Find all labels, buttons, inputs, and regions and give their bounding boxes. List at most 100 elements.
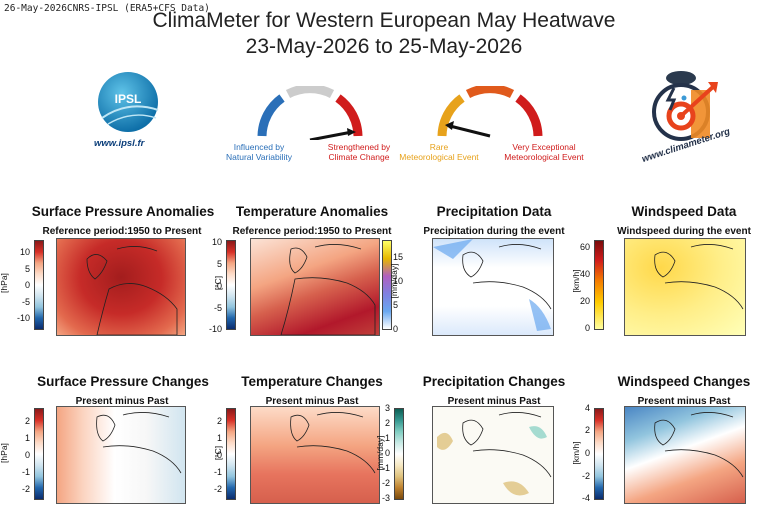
gauge-left-low-label-2: Natural Variability (226, 152, 292, 162)
colorbar-unit: [hPa] (0, 273, 9, 293)
gauge-right-low-label-1: Rare (429, 142, 449, 152)
colorbar (594, 240, 604, 330)
coastline-lines (433, 239, 552, 331)
colorbar (34, 408, 44, 500)
colorbar-tick: -3 (381, 493, 390, 503)
colorbar (226, 240, 236, 330)
colorbar-tick: -10 (16, 313, 30, 323)
colorbar-tick: 5 (24, 264, 30, 274)
surface-pressure-anomaly-map (56, 238, 186, 336)
colorbar-tick: 0 (24, 280, 30, 290)
colorbar-tick: 2 (584, 425, 590, 435)
climameter-gauge-icon (652, 71, 718, 141)
gauge-left-low-label-1: Influenced by (233, 142, 285, 152)
panel-subtitle: Reference period:1950 to Present (42, 226, 202, 237)
colorbar-tick: -2 (581, 471, 590, 481)
colorbar (226, 408, 236, 500)
colorbar-unit: [mm/day] (389, 263, 399, 299)
gauge-right-high-label-2: Meteorological Event (504, 152, 584, 162)
gauge-right-high-label-1: Very Exceptional (512, 142, 576, 152)
colorbar (394, 408, 404, 500)
data-source-stamp: 26-May-2026CNRS-IPSL (ERA5+CFS Data) (4, 3, 210, 14)
panel-subtitle: Precipitation during the event (423, 226, 565, 237)
colorbar-tick: 5 (393, 300, 399, 310)
colorbar-tick: -2 (213, 484, 222, 494)
colorbar-tick: 2 (24, 416, 30, 426)
climate-change-gauge-arcs (257, 84, 363, 142)
natural-variability-label: Influenced by Natural Variability (214, 142, 304, 162)
panel-title: Temperature Anomalies (235, 204, 389, 219)
panel-title: Surface Pressure Anomalies (31, 204, 215, 219)
panel-subtitle: Present minus Past (265, 396, 359, 407)
rare-event-label: Rare Meteorological Event (394, 142, 484, 162)
colorbar-tick: -10 (208, 324, 222, 334)
coastline-lines (280, 244, 376, 335)
colorbar-tick: 0 (216, 450, 222, 460)
panel-subtitle: Windspeed during the event (617, 226, 751, 237)
colorbar-tick: -4 (581, 493, 590, 503)
colorbar-tick: 0 (24, 450, 30, 460)
coastline-lines (290, 412, 376, 474)
colorbar-unit: [km/h] (571, 269, 581, 293)
colorbar-tick: 2 (384, 418, 390, 428)
panel-subtitle: Present minus Past (75, 396, 169, 407)
surface-pressure-change-map (56, 406, 186, 504)
ipsl-globe-icon (98, 72, 159, 132)
coastline-lines (96, 412, 182, 474)
ipsl-logo-text: IPSL (114, 92, 142, 106)
colorbar (382, 240, 392, 330)
colorbar-tick: -1 (213, 467, 222, 477)
coastline-lines (654, 244, 744, 310)
panel-title: Surface Pressure Changes (37, 374, 209, 389)
colorbar-tick: -2 (21, 484, 30, 494)
climate-change-gauge (252, 84, 368, 142)
colorbar-tick: 15 (393, 252, 404, 262)
gauge-left-high-label-1: Strengthened by (327, 142, 391, 152)
colorbar-tick: -1 (21, 467, 30, 477)
colorbar-tick: 10 (393, 276, 404, 286)
event-rarity-gauge-arcs (437, 84, 543, 138)
climameter-logo: www.climameter.org (636, 66, 731, 165)
colorbar-unit: [mm/day] (375, 435, 385, 471)
precipitation-change-map (432, 406, 554, 504)
colorbar-tick: 0 (584, 323, 590, 333)
colorbar (34, 240, 44, 330)
gauge-right-low-label-2: Meteorological Event (399, 152, 479, 162)
panel-title: Precipitation Changes (422, 374, 566, 389)
colorbar-unit: [km/h] (571, 441, 581, 465)
colorbar-tick: 1 (24, 433, 30, 443)
colorbar-tick: 0 (393, 324, 399, 334)
coastline-lines (86, 246, 178, 335)
panel-subtitle: Present minus Past (637, 396, 731, 407)
ipsl-url: www.ipsl.fr (94, 138, 145, 149)
panel-title: Precipitation Data (436, 204, 552, 219)
colorbar-unit: [°C] (213, 445, 223, 461)
gauge-left-high-label-2: Climate Change (328, 152, 390, 162)
colorbar-tick: 2 (216, 416, 222, 426)
colorbar-unit: [°C] (213, 275, 223, 291)
page-title: ClimaMeter for Western European May Heat… (152, 9, 616, 32)
colorbar-tick: 20 (579, 296, 590, 306)
colorbar-tick: 10 (19, 247, 30, 257)
ipsl-logo: IPSL www.ipsl.fr (88, 70, 168, 156)
precipitation-map (432, 238, 554, 336)
windspeed-map (624, 238, 746, 336)
colorbar-tick: 1 (216, 433, 222, 443)
colorbar-tick: 40 (579, 269, 590, 279)
colorbar-tick: 0 (584, 448, 590, 458)
panel-subtitle: Present minus Past (447, 396, 541, 407)
event-rarity-gauge (432, 84, 548, 140)
colorbar-tick: 1 (384, 433, 390, 443)
colorbar-tick: 4 (584, 403, 590, 413)
windspeed-change-map (624, 406, 746, 504)
panel-title: Windspeed Changes (617, 374, 751, 389)
panel-title: Temperature Changes (241, 374, 383, 389)
colorbar-tick: 0 (216, 281, 222, 291)
colorbar (594, 408, 604, 500)
colorbar-tick: 60 (579, 242, 590, 252)
temperature-change-map (250, 406, 380, 504)
colorbar-tick: 10 (211, 237, 222, 247)
coastline-lines (654, 412, 744, 478)
panel-subtitle: Reference period:1950 to Present (232, 226, 392, 237)
event-dates: 23-May-2026 to 25-May-2026 (245, 35, 523, 58)
